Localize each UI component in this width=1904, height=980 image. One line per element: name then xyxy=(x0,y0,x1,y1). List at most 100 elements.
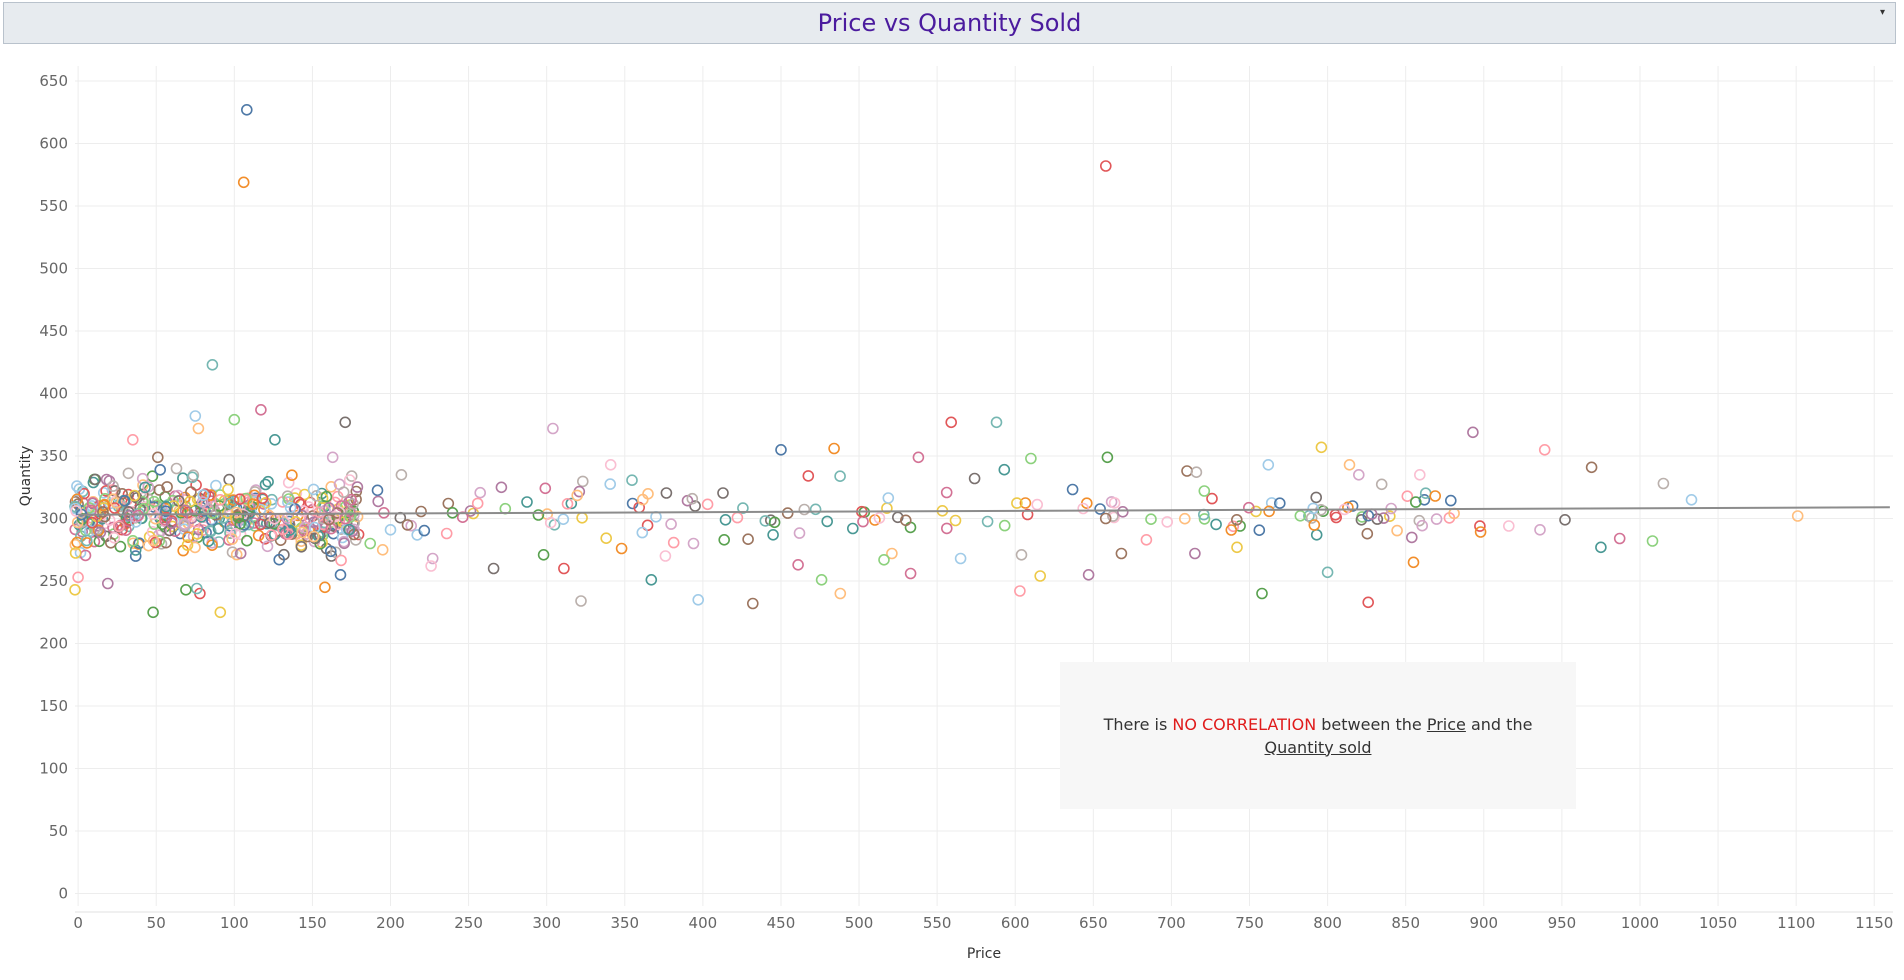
y-tick-label: 200 xyxy=(39,635,68,653)
y-tick-label: 500 xyxy=(39,260,68,278)
scatter-point xyxy=(97,506,109,518)
scatter-point xyxy=(775,443,787,456)
scatter-point xyxy=(107,493,119,506)
scatter-point xyxy=(395,468,408,481)
scatter-point xyxy=(110,497,122,509)
scatter-point xyxy=(1253,524,1266,537)
scatter-point xyxy=(1206,492,1218,505)
scatter-point xyxy=(344,511,357,523)
scatter-point xyxy=(1467,426,1479,439)
x-tick-label: 400 xyxy=(689,914,718,932)
scatter-point xyxy=(1225,524,1238,536)
title-bar: Price vs Quantity Sold ▾ xyxy=(3,2,1896,44)
scatter-point xyxy=(298,488,311,501)
scatter-point xyxy=(102,577,114,590)
x-tick-label: 750 xyxy=(1235,914,1264,932)
scatter-point xyxy=(471,497,484,510)
scatter-point xyxy=(1384,510,1396,523)
scatter-point xyxy=(665,518,677,530)
scatter-point xyxy=(1179,512,1191,525)
y-tick-label: 350 xyxy=(39,447,68,465)
scatter-point xyxy=(537,548,550,561)
scatter-point xyxy=(1429,490,1441,502)
scatter-point xyxy=(1377,512,1390,524)
scatter-point xyxy=(645,573,658,586)
y-axis-label: Quantity xyxy=(18,446,34,507)
scatter-point xyxy=(241,104,253,116)
scatter-point xyxy=(108,531,121,544)
scatter-point xyxy=(401,519,414,531)
scatter-point xyxy=(89,473,102,486)
scatter-point xyxy=(802,470,815,482)
scatter-point xyxy=(1391,524,1403,537)
scatter-point xyxy=(701,498,714,511)
scatter-point xyxy=(69,538,82,551)
scatter-point xyxy=(1145,513,1157,526)
scatter-point xyxy=(184,495,196,508)
scatter-point xyxy=(1410,496,1422,508)
x-tick-label: 850 xyxy=(1391,914,1420,932)
annotation-text: There is NO CORRELATION between the Pric… xyxy=(1070,713,1566,759)
scatter-point xyxy=(904,567,917,580)
scatter-point xyxy=(1099,512,1112,525)
scatter-point xyxy=(224,497,237,510)
menu-dropdown-icon[interactable]: ▾ xyxy=(1879,7,1885,18)
scatter-point xyxy=(1210,518,1222,531)
scatter-point xyxy=(307,483,320,496)
scatter-point xyxy=(1308,519,1321,531)
scatter-point xyxy=(1019,497,1032,509)
y-tick-label: 0 xyxy=(58,885,68,903)
y-tick-label: 300 xyxy=(39,510,68,528)
scatter-point xyxy=(1231,513,1243,526)
scatter-point xyxy=(440,527,453,540)
scatter-point xyxy=(180,583,192,596)
scatter-point xyxy=(1198,513,1211,525)
scatter-point xyxy=(1294,509,1307,522)
scatter-point xyxy=(371,484,384,497)
scatter-point xyxy=(1140,533,1153,546)
scatter-point xyxy=(297,505,310,517)
scatter-point xyxy=(686,492,699,505)
scatter-point xyxy=(521,496,533,508)
x-tick-label: 150 xyxy=(298,914,327,932)
scatter-point xyxy=(878,553,890,566)
scatter-point xyxy=(284,501,297,514)
scatter-point xyxy=(69,547,82,559)
scatter-point xyxy=(1375,478,1388,491)
scatter-point xyxy=(954,552,967,565)
scatter-point xyxy=(265,529,278,541)
trend-line xyxy=(78,506,1890,516)
x-tick-label: 900 xyxy=(1469,914,1498,932)
scatter-point xyxy=(161,481,173,493)
scatter-point xyxy=(1362,596,1374,609)
scatter-point xyxy=(474,486,487,499)
scatter-point xyxy=(882,492,895,504)
scatter-point xyxy=(1015,548,1028,561)
scatter-point xyxy=(192,422,205,435)
scatter-point xyxy=(71,480,83,492)
scatter-point xyxy=(731,511,744,524)
scatter-point xyxy=(815,573,828,586)
y-tick-label: 100 xyxy=(39,760,68,778)
scatter-point xyxy=(153,484,166,496)
scatter-point xyxy=(230,506,243,519)
scatter-point xyxy=(265,497,278,510)
scatter-point xyxy=(326,451,339,464)
scatter-point xyxy=(1011,497,1023,509)
scatter-point xyxy=(1243,501,1255,514)
scatter-point xyxy=(1416,519,1428,532)
scatter-point xyxy=(339,416,352,429)
scatter-point xyxy=(210,479,222,492)
scatter-point xyxy=(148,495,160,508)
scatter-point xyxy=(1538,443,1551,456)
scatter-point xyxy=(129,550,142,562)
scatter-point xyxy=(186,471,199,484)
scatter-point xyxy=(149,536,162,549)
scatter-point xyxy=(116,487,128,500)
scatter-point xyxy=(197,489,210,501)
scatter-point xyxy=(1181,465,1193,477)
scatter-point xyxy=(214,606,227,619)
y-tick-label: 50 xyxy=(49,822,68,840)
scatter-point xyxy=(197,524,209,536)
x-tick-label: 700 xyxy=(1157,914,1186,932)
